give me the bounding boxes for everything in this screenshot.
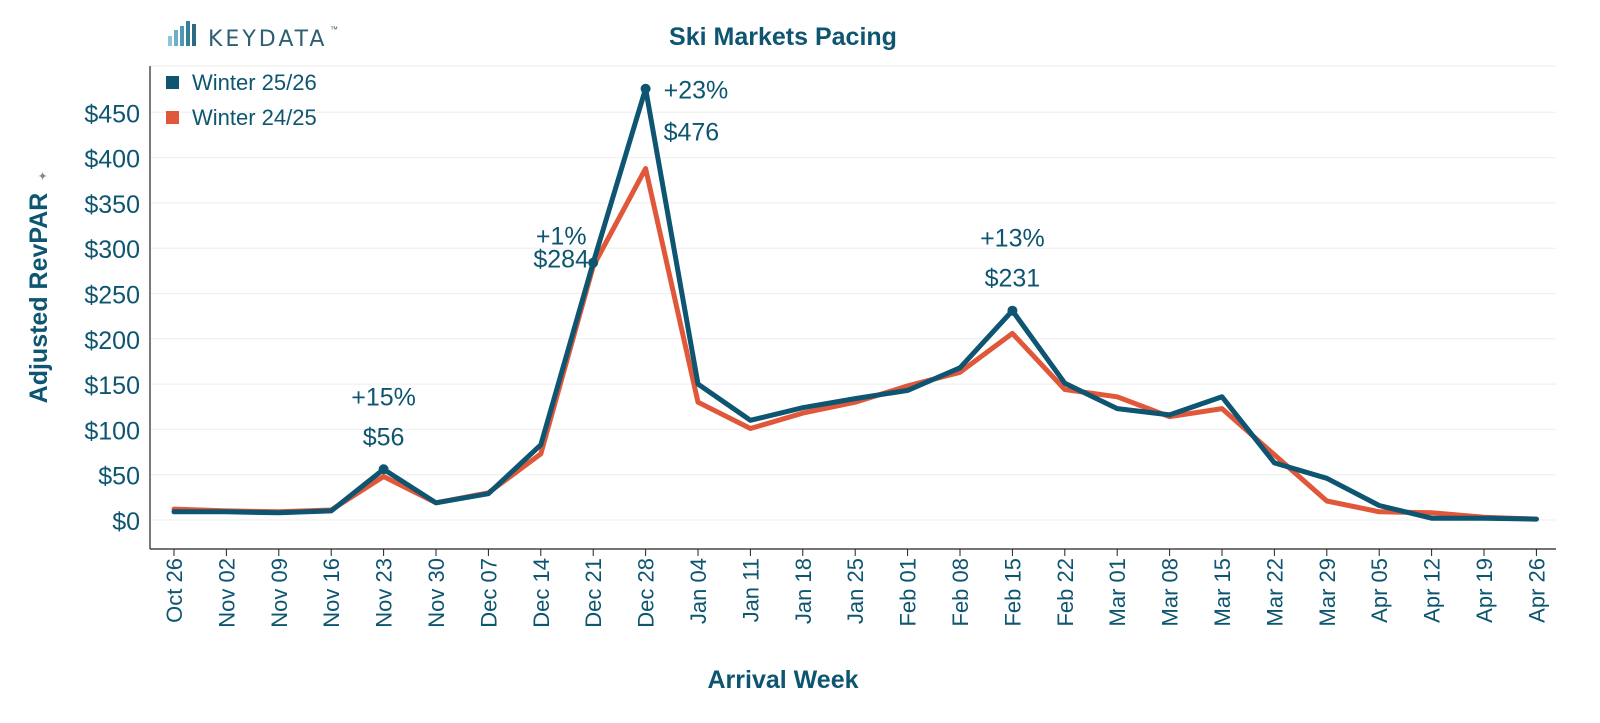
x-tick-label: Mar 08 [1158, 558, 1183, 626]
legend-swatch-winter-25-26 [166, 76, 179, 89]
data-point [640, 83, 651, 94]
x-tick-label: Nov 16 [319, 558, 344, 628]
keydata-logo: KEYDATA ™ [168, 21, 338, 52]
logo-bar-icon [174, 30, 178, 46]
y-tick-label: $0 [112, 508, 140, 536]
series-layer [171, 83, 1539, 522]
annotation-value: $284 [533, 246, 589, 274]
x-tick-label: Dec 14 [529, 558, 554, 628]
x-tick-label: Jan 04 [686, 558, 711, 624]
annotation-value: $476 [664, 119, 720, 147]
annotation-percent: +13% [980, 225, 1045, 253]
y-tick-label: $250 [84, 282, 140, 310]
annotation-percent: +23% [664, 77, 729, 105]
annotation-percent: +15% [351, 383, 416, 411]
logo-text: KEYDATA [208, 27, 327, 52]
x-tick-label: Nov 23 [372, 558, 397, 628]
x-tick-label: Jan 11 [738, 558, 763, 622]
data-point [588, 257, 599, 268]
series-line-winter-24-25 [171, 166, 1539, 522]
x-tick-label: Dec 21 [581, 558, 606, 628]
annotation-percent: +1% [536, 223, 587, 251]
y-tick-label: $200 [84, 327, 140, 355]
data-point [378, 464, 389, 475]
annotation-layer: +15% $56 +1%$284 +23% $476 +13% $231 [351, 77, 1044, 452]
x-tick-label: Feb 01 [896, 558, 921, 627]
y-axis-label-group: Adjusted RevPAR ✦ [25, 171, 53, 403]
logo-bar-icon [192, 24, 196, 46]
y-tick-label: $450 [84, 100, 140, 128]
legend: Winter 25/26 Winter 24/25 [166, 70, 317, 130]
series-line-winter-25-26 [171, 86, 1539, 522]
y-tick-label: $350 [84, 191, 140, 219]
x-tick-label: Dec 28 [634, 558, 659, 628]
legend-swatch-winter-24-25 [166, 111, 179, 124]
x-tick-label: Apr 12 [1420, 558, 1445, 623]
x-tick-label: Mar 22 [1262, 558, 1287, 626]
logo-trademark: ™ [330, 25, 338, 34]
x-tick-label: Feb 08 [948, 558, 973, 627]
legend-label-winter-24-25: Winter 24/25 [192, 105, 317, 130]
chart-title: Ski Markets Pacing [669, 23, 897, 51]
x-tick-label: Feb 22 [1053, 558, 1078, 627]
y-axis-label: Adjusted RevPAR [25, 193, 53, 404]
data-point [1007, 305, 1018, 316]
x-tick-label: Mar 15 [1210, 558, 1235, 626]
x-tick-label: Jan 25 [843, 558, 868, 624]
y-axis-label-marker-icon: ✦ [36, 171, 50, 181]
logo-bar-icon [168, 36, 172, 46]
axis-layer: $0 $50 $100 $150 $200 $250 $300 $350 $400 $450 Oct… [84, 66, 1556, 628]
x-tick-label: Oct 26 [162, 558, 187, 623]
x-tick-label: Apr 19 [1472, 558, 1497, 623]
legend-label-winter-25-26: Winter 25/26 [192, 70, 317, 95]
annotation-value: $56 [363, 423, 405, 451]
logo-bar-icon [180, 26, 184, 46]
y-tick-label: $300 [84, 236, 140, 264]
x-tick-label: Apr 26 [1524, 558, 1549, 623]
annotation-value: $231 [985, 265, 1041, 293]
x-tick-label: Dec 07 [476, 558, 501, 628]
x-axis-label: Arrival Week [707, 666, 858, 694]
x-tick-label: Apr 05 [1367, 558, 1392, 623]
x-tick-label: Nov 02 [214, 558, 239, 628]
y-tick-label: $50 [98, 463, 140, 491]
x-tick-label: Nov 09 [267, 558, 292, 628]
x-tick-label: Nov 30 [424, 558, 449, 628]
grid-layer [150, 65, 1556, 521]
x-tick-label: Mar 29 [1315, 558, 1340, 626]
y-tick-label: $400 [84, 146, 140, 174]
logo-bar-icon [186, 21, 190, 46]
x-tick-label: Mar 01 [1105, 558, 1130, 626]
y-tick-label: $100 [84, 417, 140, 445]
x-tick-label: Feb 15 [1000, 558, 1025, 627]
x-tick-label: Jan 18 [791, 558, 816, 624]
y-tick-label: $150 [84, 372, 140, 400]
